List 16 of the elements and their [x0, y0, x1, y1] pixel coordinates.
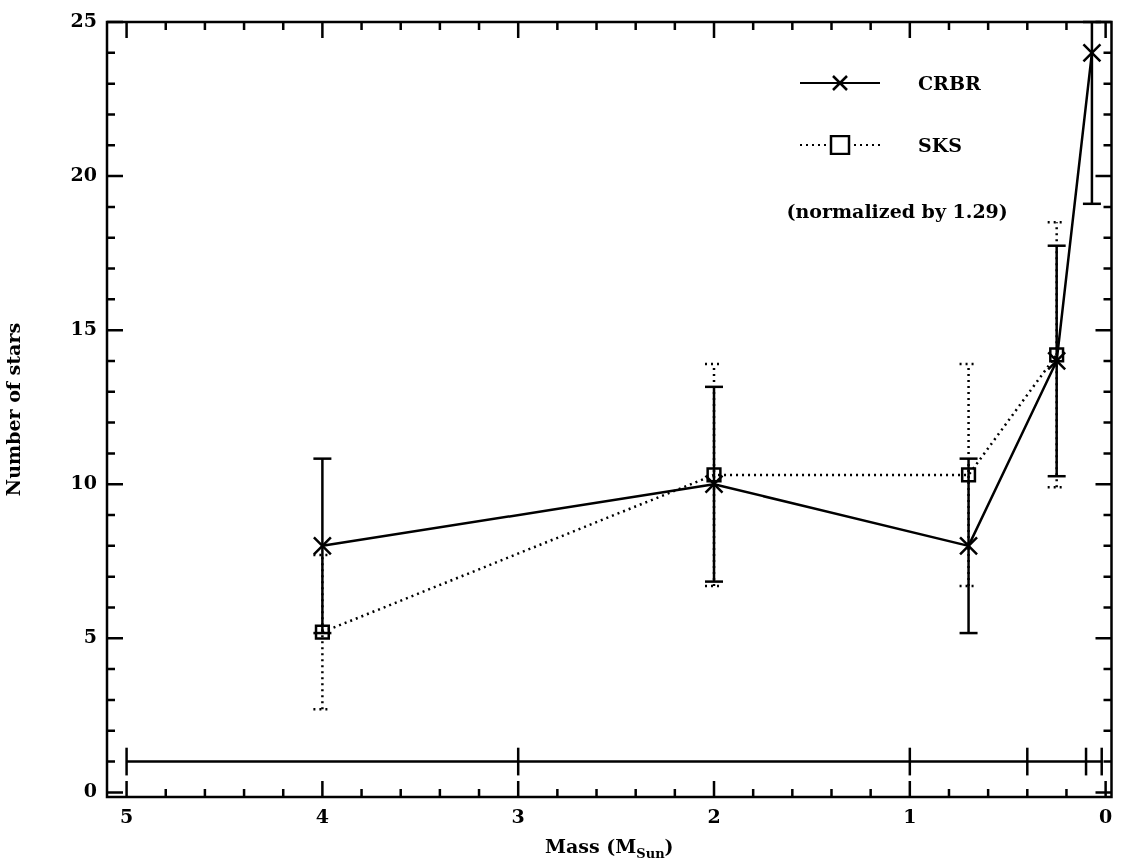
x-tick-label: 2	[707, 805, 721, 828]
legend-label: CRBR	[918, 72, 981, 94]
x-tick-label: 3	[511, 805, 525, 828]
y-tick-label: 20	[70, 163, 97, 186]
y-tick-label: 25	[70, 8, 97, 31]
annotation: (normalized by 1.29)	[786, 199, 1008, 222]
y-tick-label: 10	[70, 471, 97, 494]
y-axis-title: Number of stars	[2, 322, 25, 497]
y-tick-label: 0	[83, 779, 97, 802]
x-tick-label: 0	[1099, 805, 1113, 828]
x-tick-label: 5	[119, 805, 134, 828]
x-tick-label: 1	[903, 805, 917, 828]
legend-label: SKS	[918, 134, 962, 156]
x-tick-label: 4	[315, 805, 330, 828]
y-tick-label: 15	[70, 317, 97, 340]
y-tick-label: 5	[83, 625, 97, 648]
